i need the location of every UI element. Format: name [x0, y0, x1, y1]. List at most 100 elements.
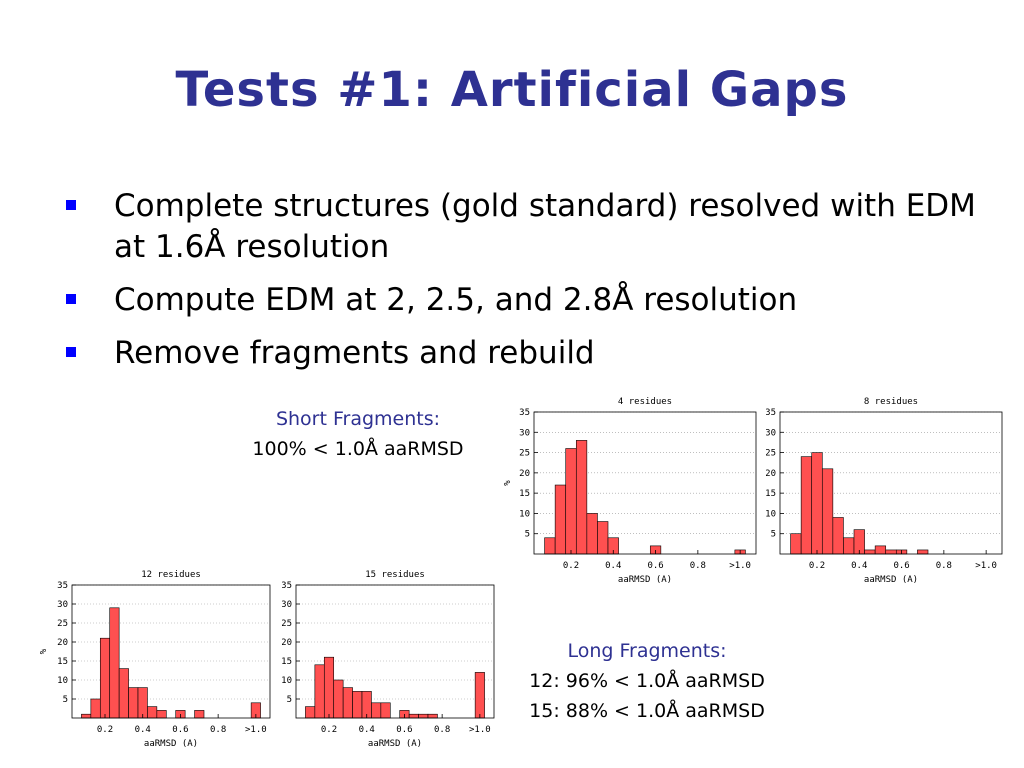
- x-tick-label: 0.6: [172, 725, 188, 735]
- histogram-bar: [314, 664, 325, 719]
- x-axis-label: aaRMSD (A): [618, 575, 672, 585]
- y-tick-label: 25: [282, 619, 292, 629]
- plot-frame: [533, 411, 757, 555]
- y-tick-label: 25: [519, 449, 530, 459]
- y-axis-label: %: [503, 480, 513, 486]
- slide-title: Tests #1: Artificial Gaps: [175, 62, 849, 118]
- y-tick-label: 30: [766, 428, 776, 438]
- x-tick-label: 0.2: [321, 725, 337, 735]
- y-tick-label: 20: [282, 638, 292, 648]
- x-tick-label: >1.0: [729, 561, 751, 571]
- histogram-bar: [137, 687, 148, 719]
- y-tick-label: 35: [766, 408, 776, 418]
- y-tick-label: 10: [57, 676, 68, 686]
- histogram-bar: [352, 691, 363, 719]
- histogram-bar: [565, 448, 577, 555]
- histogram-bar: [597, 521, 609, 555]
- histogram-bar: [305, 706, 316, 719]
- x-tick-label: 0.2: [563, 561, 579, 571]
- bullet-item: Compute EDM at 2, 2.5, and 2.8Å resoluti…: [62, 280, 1002, 321]
- y-tick-label: 5: [287, 695, 292, 705]
- histogram-bar: [586, 513, 598, 555]
- bullet-item: Remove fragments and rebuild: [62, 333, 1002, 374]
- histogram-bar: [380, 702, 391, 719]
- short-fragments-note: Short Fragments: 100% < 1.0Å aaRMSD: [238, 408, 478, 460]
- histogram-bar: [885, 549, 897, 555]
- bullet-text: Complete structures (gold standard) reso…: [114, 188, 976, 265]
- bullet-list: Complete structures (gold standard) reso…: [62, 186, 1002, 386]
- x-tick-label: 0.2: [809, 561, 825, 571]
- histogram-bar: [790, 533, 802, 555]
- x-axis-label: aaRMSD (A): [864, 575, 918, 585]
- long-fragments-heading: Long Fragments:: [567, 640, 727, 662]
- x-tick-label: 0.4: [851, 561, 867, 571]
- short-fragments-stat: 100% < 1.0Å aaRMSD: [252, 438, 464, 460]
- plot-frame: [779, 411, 1003, 555]
- histogram-bar: [342, 687, 353, 719]
- y-tick-label: 25: [57, 619, 68, 629]
- x-axis-label: aaRMSD (A): [368, 739, 422, 749]
- histogram-bar: [917, 549, 929, 555]
- plot-frame: [295, 584, 495, 719]
- y-tick-label: 10: [519, 509, 530, 519]
- histogram-bar: [427, 713, 438, 719]
- histogram-15-residues: 15 residues 5 10 15 20 25 30 35 0.2 0.4 0.6 0.8 >1.0…: [282, 570, 495, 749]
- histogram-bar: [109, 607, 120, 719]
- histogram-bar: [118, 668, 129, 719]
- square-bullet-icon: [66, 347, 76, 357]
- histogram-bar: [371, 702, 382, 719]
- y-tick-label: 20: [57, 638, 68, 648]
- histogram-bar: [832, 517, 844, 555]
- y-tick-label: 20: [766, 469, 776, 479]
- y-tick-label: 35: [57, 581, 68, 591]
- y-tick-label: 10: [282, 676, 292, 686]
- bullet-item: Complete structures (gold standard) reso…: [62, 186, 1002, 268]
- bullet-text: Remove fragments and rebuild: [114, 335, 595, 371]
- square-bullet-icon: [66, 294, 76, 304]
- y-tick-label: 30: [519, 428, 530, 438]
- x-tick-label: 0.8: [434, 725, 450, 735]
- histogram-bar: [575, 440, 588, 555]
- x-axis-label: aaRMSD (A): [144, 739, 198, 749]
- histogram-bar: [333, 679, 344, 719]
- y-tick-label: 5: [63, 695, 68, 705]
- histogram-bar: [864, 549, 876, 555]
- y-tick-label: 20: [519, 469, 530, 479]
- long-fragments-note: Long Fragments: 12: 96% < 1.0Å aaRMSD 15…: [512, 640, 782, 722]
- y-tick-label: 25: [766, 449, 776, 459]
- histogram-bar: [843, 537, 855, 555]
- y-axis-label: %: [39, 648, 49, 654]
- histogram-bar: [81, 713, 92, 719]
- y-tick-label: 15: [766, 489, 776, 499]
- x-tick-label: 0.8: [690, 561, 706, 571]
- x-tick-label: >1.0: [975, 561, 997, 571]
- histogram-bar: [147, 706, 158, 719]
- histogram-bar: [800, 456, 813, 555]
- histogram-bar: [821, 468, 834, 555]
- x-tick-label: 0.6: [893, 561, 909, 571]
- y-tick-label: 5: [771, 530, 776, 540]
- histogram-bar: [544, 537, 556, 555]
- histogram-12-residues: 12 residues 5 10 15 20 25 30 35 0.2 0.4 0.6 0.8 >1.0…: [39, 570, 271, 749]
- y-tick-label: 35: [519, 408, 530, 418]
- y-tick-label: 30: [282, 600, 292, 610]
- histogram-bar: [418, 713, 429, 719]
- histogram-bar: [474, 672, 485, 719]
- chart-title: 8 residues: [864, 397, 918, 407]
- short-fragments-heading: Short Fragments:: [275, 408, 441, 430]
- y-tick-label: 35: [282, 581, 292, 591]
- long-fragments-stat-12: 12: 96% < 1.0Å aaRMSD: [529, 670, 765, 692]
- histogram-bar: [90, 698, 101, 719]
- histogram-8-residues: 8 residues 5 10 15 20 25 30 35 0.2 0.4 0.6 0.8 >1.0 a…: [766, 397, 1003, 585]
- y-tick-label: 15: [282, 657, 292, 667]
- chart-title: 4 residues: [618, 397, 672, 407]
- chart-title: 12 residues: [141, 570, 201, 580]
- x-tick-label: 0.8: [936, 561, 952, 571]
- histogram-bar: [156, 710, 167, 719]
- histogram-bar: [194, 710, 205, 719]
- plot-frame: [71, 584, 271, 719]
- x-tick-label: 0.6: [647, 561, 663, 571]
- histogram-bar: [99, 637, 111, 719]
- long-fragments-stat-15: 15: 88% < 1.0Å aaRMSD: [529, 700, 765, 722]
- x-tick-label: 0.8: [210, 725, 226, 735]
